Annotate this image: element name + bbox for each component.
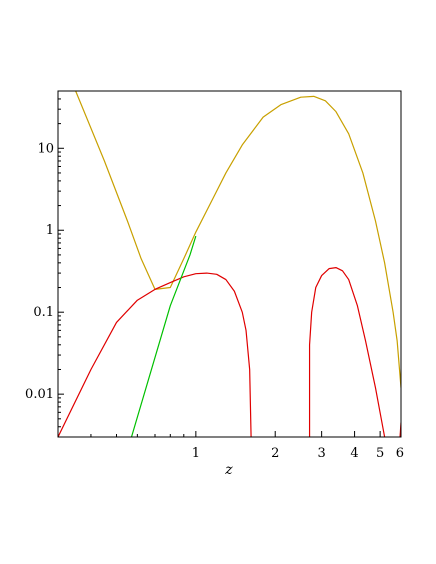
x-tick-label: 1 xyxy=(192,446,200,461)
plot-frame xyxy=(57,90,402,438)
axes-layer: 0.01 0.1 1 10 1 2 3 4 5 6 xyxy=(25,90,404,461)
y-tick-label: 0.01 xyxy=(25,387,54,402)
x-tick-label: 2 xyxy=(271,446,279,461)
series-red-curve-segment-1 xyxy=(58,272,252,437)
x-tick-label: 3 xyxy=(317,446,325,461)
x-tick-label: 5 xyxy=(376,446,384,461)
series-red-curve-segment-2 xyxy=(308,267,386,437)
y-tick-label: 10 xyxy=(37,141,54,156)
x-axis-label: z xyxy=(224,462,233,478)
series-green-curve xyxy=(130,235,197,437)
y-tick-label: 0.1 xyxy=(33,305,54,320)
series-gold-curve xyxy=(75,91,401,388)
x-tick-label: 4 xyxy=(350,446,358,461)
series-layer xyxy=(58,91,401,437)
x-tick-label: 6 xyxy=(396,446,404,461)
y-tick-label: 1 xyxy=(46,223,54,238)
